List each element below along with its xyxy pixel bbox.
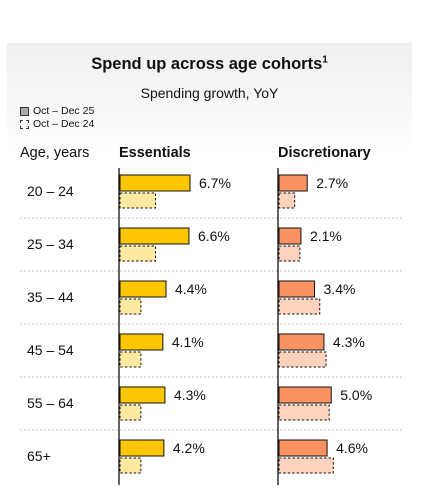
legend-item-previous: Oct – Dec 24 <box>20 118 94 130</box>
data-label-discretionary: 4.3% <box>333 334 365 350</box>
panel-header-essentials: Essentials <box>119 145 191 161</box>
bar-essentials-previous <box>119 404 142 421</box>
bar-discretionary-current <box>278 333 325 351</box>
data-label-discretionary: 5.0% <box>340 387 372 403</box>
bar-essentials-previous <box>119 245 157 262</box>
data-label-essentials: 4.2% <box>173 440 205 456</box>
data-label-essentials: 6.6% <box>198 228 230 244</box>
data-label-essentials: 6.7% <box>199 175 231 191</box>
bar-discretionary-previous <box>278 245 301 262</box>
panel-header-discretionary: Discretionary <box>278 145 371 161</box>
data-label-essentials: 4.3% <box>174 387 206 403</box>
title-footnote: 1 <box>322 54 328 66</box>
bar-discretionary-current <box>278 227 302 245</box>
bar-essentials-current <box>119 439 165 457</box>
category-label: 45 – 54 <box>27 342 74 358</box>
legend-label-previous: Oct – Dec 24 <box>33 118 95 130</box>
bar-essentials-current <box>119 174 191 192</box>
bar-discretionary-previous <box>278 404 330 421</box>
bar-essentials-previous <box>119 192 157 209</box>
bar-discretionary-current <box>278 174 308 192</box>
chart-subtitle: Spending growth, YoY <box>140 85 279 101</box>
bar-discretionary-current <box>278 439 328 457</box>
data-label-discretionary: 2.1% <box>310 228 342 244</box>
bar-discretionary-previous <box>278 192 296 209</box>
legend-swatch-solid <box>20 106 29 116</box>
chart-card <box>7 43 412 497</box>
category-label: 35 – 44 <box>27 289 74 305</box>
bar-discretionary-previous <box>278 457 334 474</box>
data-label-discretionary: 2.7% <box>316 175 348 191</box>
bar-essentials-current <box>119 386 166 404</box>
legend-label-current: Oct – Dec 25 <box>33 105 95 117</box>
chart-title: Spend up across age cohorts1 <box>91 54 328 73</box>
bar-essentials-current <box>119 333 164 351</box>
data-label-discretionary: 3.4% <box>324 281 356 297</box>
bar-discretionary-current <box>278 386 332 404</box>
bar-discretionary-current <box>278 280 316 298</box>
category-label: 55 – 64 <box>27 395 74 411</box>
bar-discretionary-previous <box>278 298 321 315</box>
category-label: 65+ <box>27 448 51 464</box>
bar-essentials-previous <box>119 457 142 474</box>
legend-swatch-dashed <box>20 119 29 129</box>
bar-essentials-current <box>119 280 167 298</box>
category-label: 20 – 24 <box>27 183 74 199</box>
category-header: Age, years <box>20 145 90 161</box>
data-label-essentials: 4.4% <box>175 281 207 297</box>
data-label-discretionary: 4.6% <box>336 440 368 456</box>
legend-item-current: Oct – Dec 25 <box>20 105 94 117</box>
bar-discretionary-previous <box>278 351 327 368</box>
data-label-essentials: 4.1% <box>172 334 204 350</box>
bar-essentials-previous <box>119 298 142 315</box>
bar-essentials-previous <box>119 351 142 368</box>
bar-essentials-current <box>119 227 190 245</box>
category-label: 25 – 34 <box>27 236 74 252</box>
